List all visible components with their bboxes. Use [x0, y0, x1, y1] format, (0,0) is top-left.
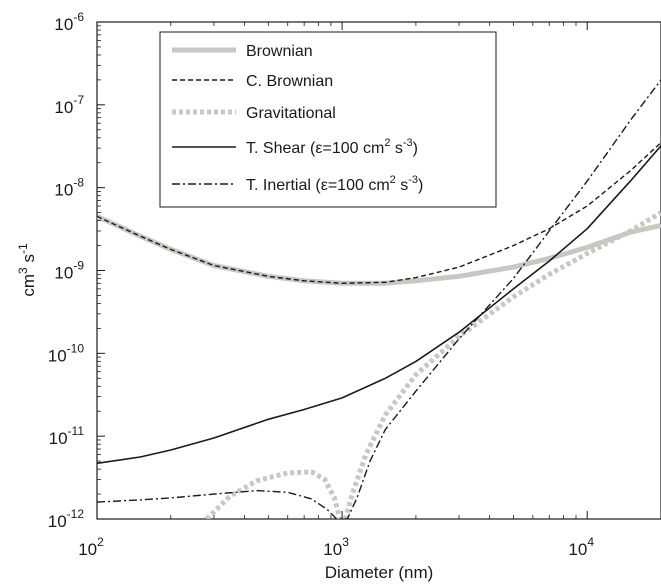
- legend-entry-gravitational: Gravitational: [172, 105, 336, 122]
- y-axis-title: cm3 s-1: [16, 243, 38, 297]
- x-axis-label: Diameter (nm): [325, 563, 434, 582]
- legend-entry-t-inertial: T. Inertial (ε=100 cm2 s-3): [172, 174, 423, 194]
- legend-label-gravitational: Gravitational: [246, 105, 336, 122]
- legend-label-brownian: Brownian: [246, 43, 313, 60]
- series-layer: [97, 79, 661, 519]
- series-line-c-brownian: [97, 142, 661, 284]
- y-tick-label: 10-10: [48, 341, 85, 365]
- legend-box: [159, 31, 497, 208]
- y-tick-label: 10-12: [48, 507, 85, 531]
- legend-entry-brownian: Brownian: [172, 43, 313, 60]
- series-line-gravitational: [204, 210, 661, 519]
- x-tick-label: 102: [78, 535, 104, 559]
- legend-entry-t-shear: T. Shear (ε=100 cm2 s-3): [172, 137, 418, 157]
- y-tick-label: 10-6: [54, 10, 84, 34]
- y-tick-label: 10-9: [54, 259, 84, 283]
- x-tick-label: 103: [323, 535, 349, 559]
- legend-label-t-inertial: T. Inertial (ε=100 cm2 s-3): [246, 174, 423, 194]
- series-line-t-shear: [97, 145, 661, 465]
- x-tick-label: 104: [568, 535, 594, 559]
- y-axis-label: cm3 s-1: [16, 243, 38, 297]
- axes-layer: 102 103 104 10-12 10-11 10-10 10-9 10-8 10-7 10-6: [48, 10, 661, 559]
- legend-label-t-shear: T. Shear (ε=100 cm2 s-3): [246, 137, 418, 157]
- x-axis-title: Diameter (nm): [325, 563, 434, 582]
- series-line-t-inertial: [97, 79, 661, 519]
- y-tick-label: 10-11: [49, 424, 85, 448]
- y-tick-label: 10-8: [54, 176, 84, 200]
- legend-entry-c-brownian: C. Brownian: [172, 73, 333, 90]
- legend: Brownian C. Brownian Gravitational T. Sh…: [159, 31, 497, 208]
- legend-label-c-brownian: C. Brownian: [246, 73, 333, 90]
- y-tick-label: 10-7: [54, 93, 84, 117]
